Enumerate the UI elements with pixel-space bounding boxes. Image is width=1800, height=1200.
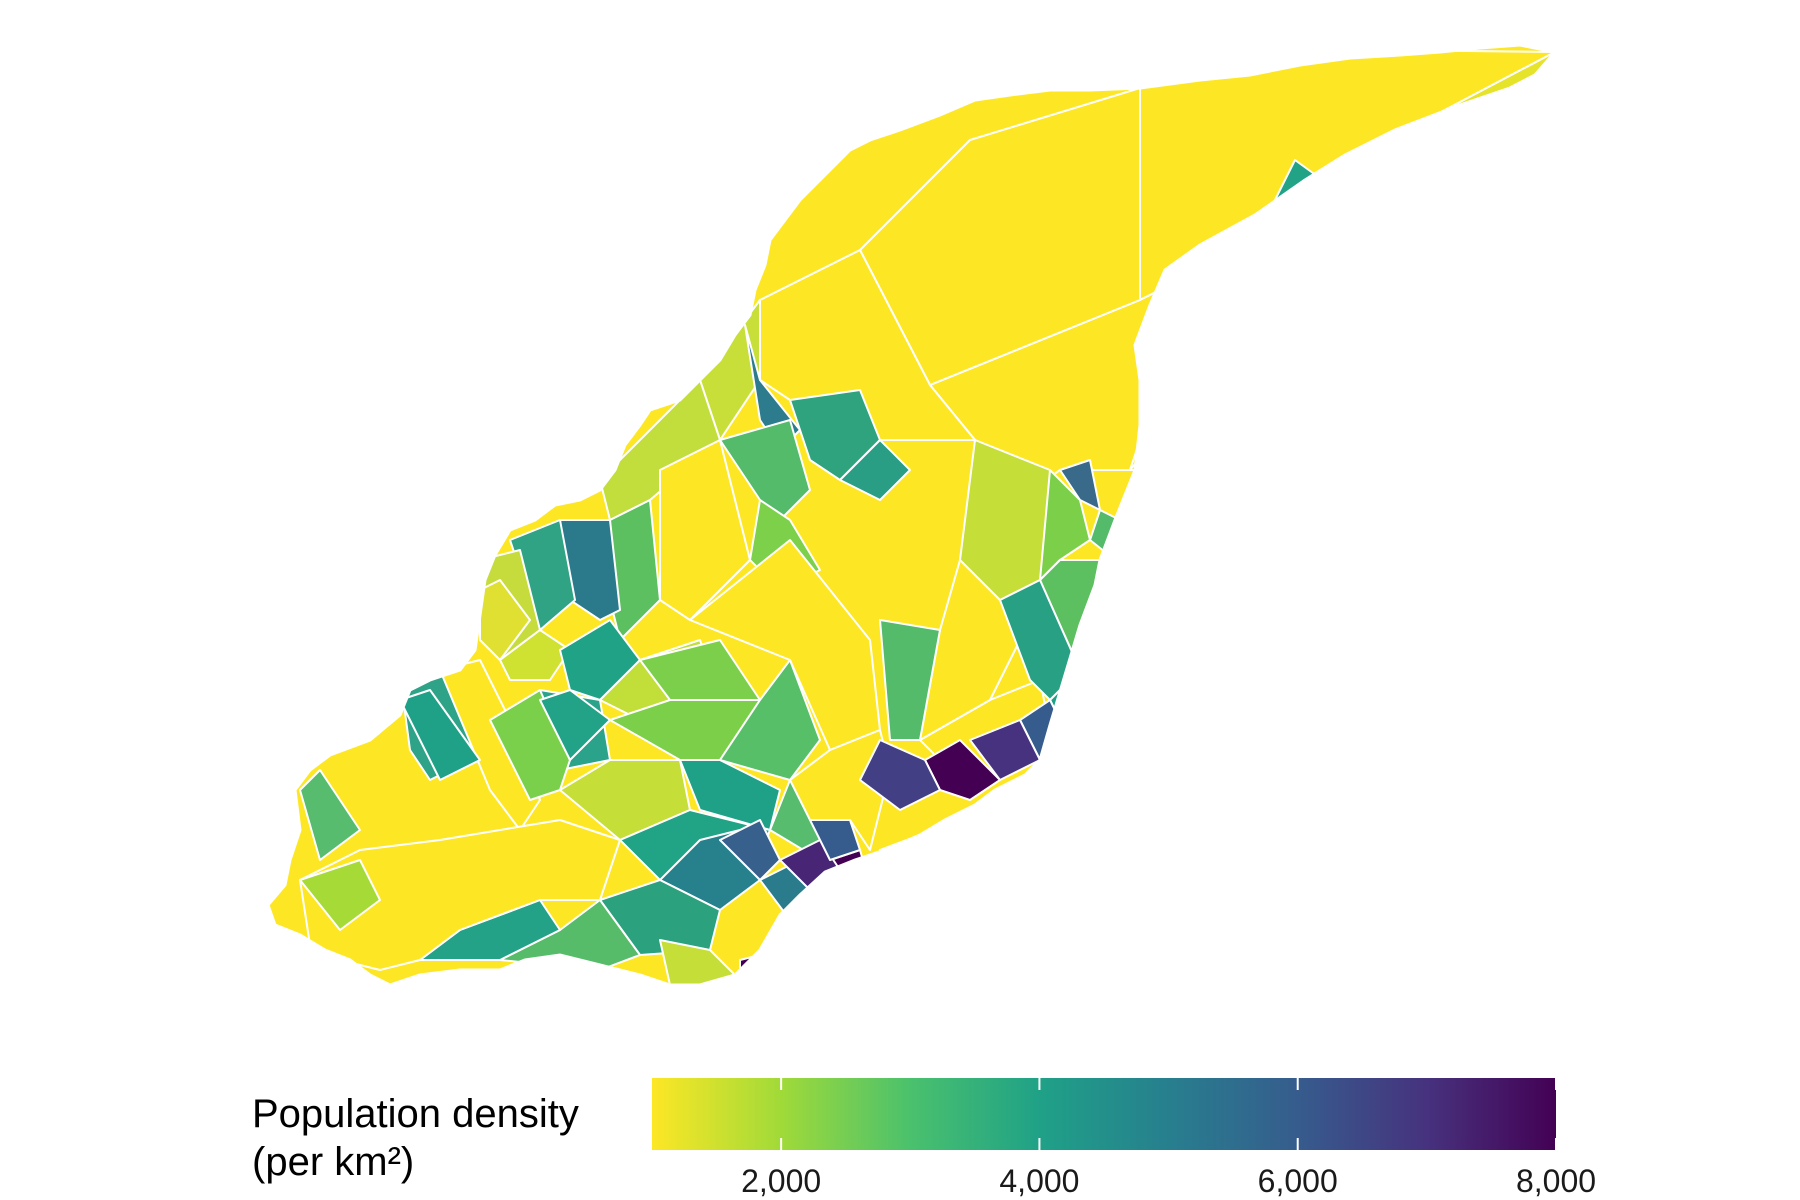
map-region [479,579,531,661]
legend-title: Population density (per km²) [252,1090,579,1186]
map-regions [268,45,1555,985]
colorbar-ticks: 2,000 4,000 6,000 8,000 [741,1078,1596,1199]
map-region [299,859,381,931]
colorbar [652,1078,1556,1150]
map-region [679,759,781,831]
map-region [859,87,1141,386]
map-region [719,419,811,521]
map-region [559,759,691,841]
island-outline [266,43,1558,987]
colorbar-tick-label: 6,000 [1258,1163,1338,1199]
map-region [659,439,751,621]
colorbar-tick-label: 8,000 [1516,1163,1596,1199]
colorbar-tick-label: 4,000 [999,1163,1079,1199]
map-region [299,769,361,861]
map-region [719,659,821,781]
map-region [859,739,941,811]
map-region [879,619,941,741]
colorbar-legend: 2,000 4,000 6,000 8,000 [652,1078,1596,1199]
colorbar-tick-label: 2,000 [741,1163,821,1199]
map-region [439,659,541,831]
legend-title-line2: (per km²) [252,1140,415,1184]
map-region [789,729,891,851]
legend-title-line1: Population density [252,1092,579,1136]
map-region [499,629,571,681]
map-region [839,439,911,501]
map-region [1129,339,1241,471]
map-region [399,689,481,781]
